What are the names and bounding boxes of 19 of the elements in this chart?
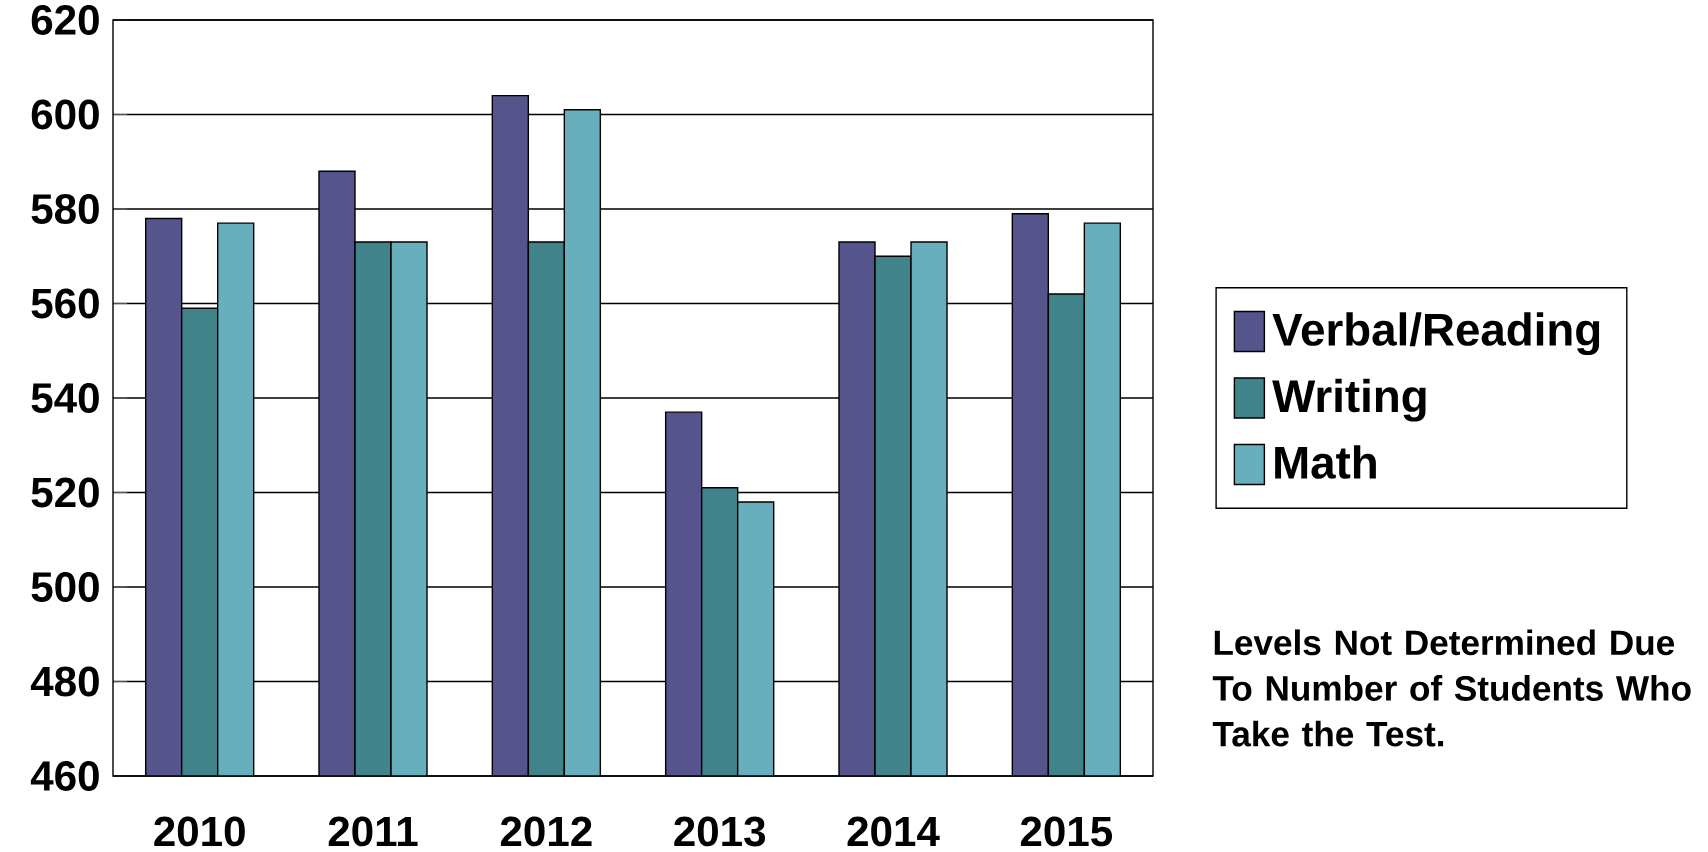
x-tick-label: 2010 — [154, 816, 245, 847]
y-tick-label: 560 — [31, 288, 99, 319]
y-tick-label: 460 — [30, 761, 99, 791]
y-tick-label: 540 — [31, 383, 99, 413]
y-tick-label: 500 — [31, 572, 99, 602]
y-tick-label: 580 — [31, 194, 99, 224]
y-tick-label: 620 — [31, 5, 99, 35]
x-tick-label: 2013 — [674, 816, 766, 847]
x-tick-label: 2012 — [500, 816, 592, 847]
legend-label: Writing — [1272, 378, 1426, 422]
y-tick-label: 520 — [31, 477, 99, 508]
x-tick-label: 2014 — [847, 816, 940, 847]
y-tick-label: 480 — [30, 666, 99, 697]
legend-label: Math — [1275, 445, 1376, 479]
x-tick-label: 2011 — [328, 816, 418, 847]
legend-label: Verbal/Reading — [1272, 312, 1600, 356]
y-tick-label: 600 — [31, 99, 99, 130]
text: Levels Not Determined Due To Number of Students Who Take the Test. — [1212, 629, 1691, 747]
x-tick-label: 2015 — [1020, 816, 1113, 847]
